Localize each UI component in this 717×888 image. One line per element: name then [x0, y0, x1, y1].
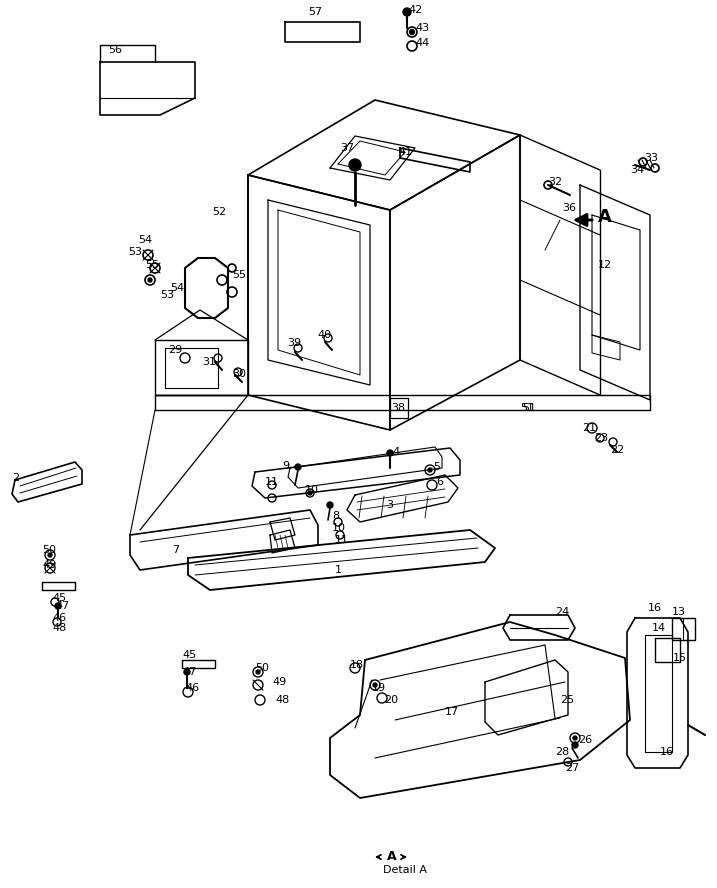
Text: 56: 56: [108, 45, 122, 55]
Text: 16: 16: [660, 747, 674, 757]
Text: 22: 22: [610, 445, 625, 455]
Text: A: A: [387, 850, 397, 862]
Text: 6: 6: [436, 477, 443, 487]
Text: 50: 50: [42, 545, 56, 555]
Text: 1: 1: [335, 565, 342, 575]
Text: 39: 39: [287, 338, 301, 348]
Circle shape: [572, 742, 578, 748]
Text: 43: 43: [415, 23, 429, 33]
Circle shape: [349, 159, 361, 171]
Text: 54: 54: [138, 235, 152, 245]
Text: 47: 47: [55, 601, 70, 611]
Text: 53: 53: [128, 247, 142, 257]
Circle shape: [48, 553, 52, 557]
Text: 18: 18: [350, 660, 364, 670]
Text: 28: 28: [555, 747, 569, 757]
Text: 40: 40: [317, 330, 331, 340]
Text: 45: 45: [52, 593, 66, 603]
Text: 11: 11: [335, 535, 349, 545]
Text: 24: 24: [555, 607, 569, 617]
Text: Detail A: Detail A: [383, 865, 427, 875]
Text: 32: 32: [548, 177, 562, 187]
Text: 42: 42: [408, 5, 422, 15]
Circle shape: [387, 450, 393, 456]
Text: 26: 26: [578, 735, 592, 745]
Text: 47: 47: [182, 667, 196, 677]
Circle shape: [55, 603, 61, 609]
Text: 29: 29: [168, 345, 182, 355]
Text: 10: 10: [305, 485, 319, 495]
Text: 10: 10: [332, 523, 346, 533]
Text: 54: 54: [170, 283, 184, 293]
Text: 13: 13: [672, 607, 686, 617]
Text: A: A: [598, 208, 612, 226]
Text: 17: 17: [445, 707, 459, 717]
Text: 51: 51: [522, 403, 536, 413]
Text: 27: 27: [565, 763, 579, 773]
Text: 3: 3: [386, 500, 393, 510]
Circle shape: [428, 468, 432, 472]
Text: 51: 51: [520, 403, 534, 413]
Text: 53: 53: [160, 290, 174, 300]
Text: 46: 46: [185, 683, 199, 693]
Text: 5: 5: [433, 462, 440, 472]
Circle shape: [327, 502, 333, 508]
Text: 25: 25: [560, 695, 574, 705]
Text: 37: 37: [340, 143, 354, 153]
Text: 50: 50: [255, 663, 269, 673]
Circle shape: [403, 8, 411, 16]
Text: 21: 21: [582, 423, 596, 433]
Text: 36: 36: [562, 203, 576, 213]
Text: 34: 34: [630, 165, 644, 175]
Circle shape: [373, 683, 377, 687]
Circle shape: [184, 669, 190, 675]
Text: 15: 15: [673, 653, 687, 663]
Text: 55: 55: [232, 270, 246, 280]
Text: 45: 45: [182, 650, 196, 660]
Text: 33: 33: [644, 153, 658, 163]
Text: 23: 23: [594, 433, 608, 443]
Text: 9: 9: [282, 461, 289, 471]
Circle shape: [409, 29, 414, 35]
Text: 7: 7: [172, 545, 179, 555]
Text: 14: 14: [652, 623, 666, 633]
Text: 49: 49: [42, 560, 56, 570]
Text: 19: 19: [372, 683, 386, 693]
Text: 11: 11: [265, 477, 279, 487]
Text: 8: 8: [332, 511, 339, 521]
Text: 38: 38: [391, 403, 405, 413]
Text: 46: 46: [52, 613, 66, 623]
Text: 48: 48: [52, 623, 66, 633]
Text: 55: 55: [145, 260, 159, 270]
Circle shape: [308, 491, 312, 495]
Text: 49: 49: [272, 677, 286, 687]
Text: 41: 41: [398, 147, 412, 157]
Text: 52: 52: [212, 207, 226, 217]
Text: 20: 20: [384, 695, 398, 705]
Text: 31: 31: [202, 357, 216, 367]
Text: 16: 16: [648, 603, 662, 613]
Text: 12: 12: [598, 260, 612, 270]
Circle shape: [148, 278, 152, 282]
Text: 30: 30: [232, 369, 246, 379]
Circle shape: [256, 670, 260, 674]
Circle shape: [573, 736, 577, 740]
Text: 4: 4: [392, 447, 399, 457]
Text: 48: 48: [275, 695, 289, 705]
Text: 2: 2: [12, 473, 19, 483]
Text: 44: 44: [415, 38, 429, 48]
Text: 57: 57: [308, 7, 322, 17]
Circle shape: [295, 464, 301, 470]
